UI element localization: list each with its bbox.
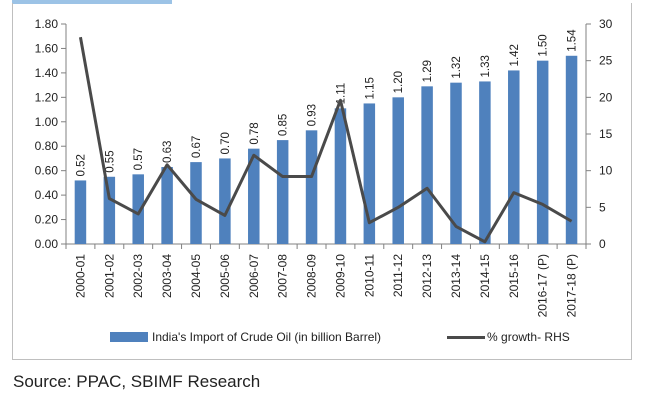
x-category-label: 2000-01 (73, 254, 87, 298)
bar-2002-03 (132, 174, 144, 244)
chart-frame (12, 3, 632, 360)
legend-line-swatch (447, 335, 486, 339)
x-category-label: 2015-16 (507, 254, 521, 298)
x-category-label: 2008-09 (305, 254, 319, 298)
x-category-label: 2013-14 (449, 254, 463, 298)
bar-2007-08 (276, 140, 289, 244)
x-category-label: 2003-04 (160, 254, 174, 298)
bar-value-label: 0.93 (307, 104, 319, 126)
left-tick-label: 0.00 (35, 237, 59, 251)
x-category-label: 2009-10 (333, 254, 347, 298)
left-tick-label: 0.40 (35, 188, 59, 202)
left-tick-label: 1.00 (35, 115, 59, 129)
bar-value-label: 1.11 (335, 83, 347, 105)
bar-2015-16 (508, 70, 520, 244)
bar-2011-12 (392, 97, 404, 244)
bar-value-label: 0.63 (162, 141, 174, 163)
legend-line-label: % growth- RHS (487, 330, 570, 344)
right-tick-label: 10 (599, 164, 613, 178)
bar-2016-17 (P) (536, 60, 549, 244)
x-category-label: 2002-03 (131, 254, 145, 298)
bar-value-label: 1.54 (567, 29, 579, 52)
bar-2012-13 (421, 86, 433, 244)
bar-value-label: 1.33 (480, 55, 492, 77)
bar-value-label: 0.67 (191, 136, 203, 158)
x-category-label: 2001-02 (102, 254, 116, 298)
x-category-label: 2014-15 (478, 254, 492, 298)
bar-2006-07 (248, 148, 260, 244)
bar-2008-09 (305, 130, 318, 244)
bar-value-label: 0.85 (278, 114, 290, 136)
left-tick-label: 1.80 (35, 17, 59, 31)
bar-value-label: 1.15 (364, 77, 376, 99)
bar-value-label: 1.42 (509, 44, 521, 66)
legend-bar-label: India's Import of Crude Oil (in billion … (152, 330, 382, 344)
top-accent-bar (12, 0, 172, 4)
bar-2003-04 (161, 167, 173, 244)
chart-legend: India's Import of Crude Oil (in billion … (110, 330, 570, 344)
bar-value-label: 0.70 (220, 132, 232, 154)
bar-2013-14 (450, 82, 462, 245)
bar-value-label: 0.52 (75, 154, 87, 176)
right-tick-label: 0 (599, 237, 606, 251)
bar-2001-02 (103, 176, 116, 244)
bar-2017-18 (P) (565, 55, 578, 245)
right-tick-label: 30 (599, 17, 613, 31)
bar-2000-01 (74, 180, 87, 244)
x-category-label: 2005-06 (218, 254, 232, 298)
x-category-label: 2007-08 (276, 254, 290, 298)
left-tick-label: 0.20 (35, 213, 59, 227)
left-tick-label: 1.60 (35, 41, 59, 55)
x-category-label: 2006-07 (247, 254, 261, 298)
bar-2010-11 (363, 103, 376, 244)
bar-value-label: 1.32 (451, 56, 463, 78)
growth-line (78, 36, 573, 244)
bar-2005-06 (219, 158, 231, 244)
source-note: Source: PPAC, SBIMF Research (13, 372, 261, 391)
bar-value-label: 0.55 (104, 150, 116, 172)
left-tick-label: 1.40 (35, 66, 59, 80)
left-tick-label: 0.80 (35, 139, 59, 153)
bar-2014-15 (479, 81, 491, 244)
bar-value-label: 0.78 (249, 122, 261, 144)
x-category-label: 2011-12 (391, 254, 405, 297)
x-category-label: 2004-05 (189, 254, 203, 298)
bar-2004-05 (190, 162, 202, 244)
x-category-label: 2012-13 (420, 254, 434, 298)
bar-value-label: 1.20 (393, 71, 405, 93)
bar-value-label: 1.50 (538, 34, 550, 56)
right-tick-label: 25 (599, 54, 613, 68)
bar-value-label: 1.29 (422, 60, 434, 82)
bar-2009-10 (334, 108, 347, 244)
left-tick-label: 0.60 (35, 164, 59, 178)
right-tick-label: 5 (599, 200, 606, 214)
left-tick-label: 1.20 (35, 90, 59, 104)
right-tick-label: 15 (599, 127, 613, 141)
bar-value-label: 0.57 (133, 148, 145, 170)
x-category-label: 2010-11 (362, 254, 376, 297)
x-category-label: 2017-18 (P) (565, 254, 579, 317)
right-tick-label: 20 (599, 90, 613, 104)
x-category-label: 2016-17 (P) (536, 254, 550, 317)
legend-bar-swatch (110, 332, 148, 342)
